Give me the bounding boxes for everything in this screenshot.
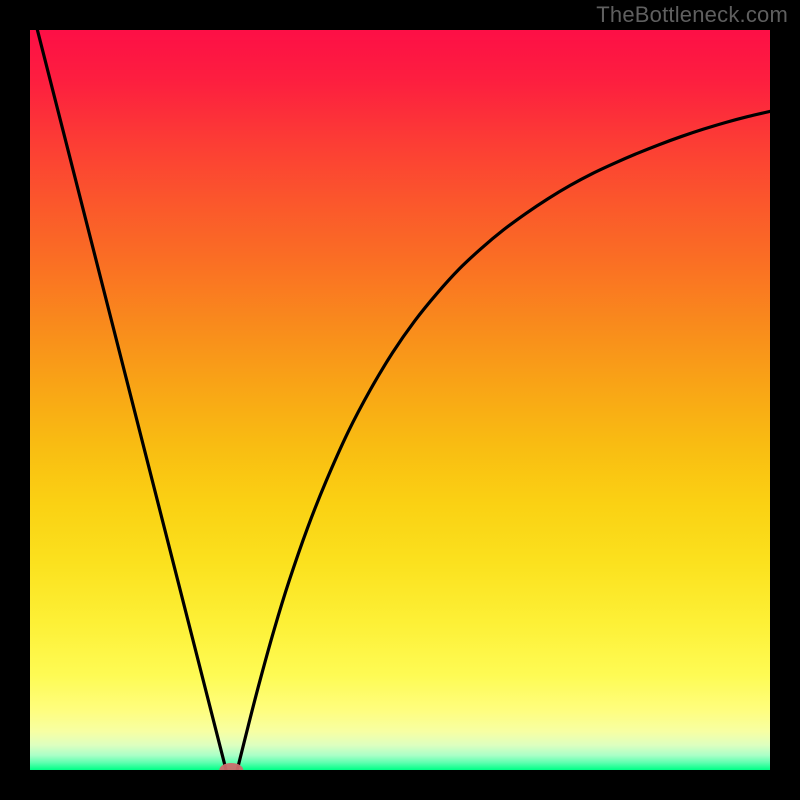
plot-background-gradient (30, 30, 770, 770)
bottleneck-chart (0, 0, 800, 800)
chart-container: TheBottleneck.com (0, 0, 800, 800)
